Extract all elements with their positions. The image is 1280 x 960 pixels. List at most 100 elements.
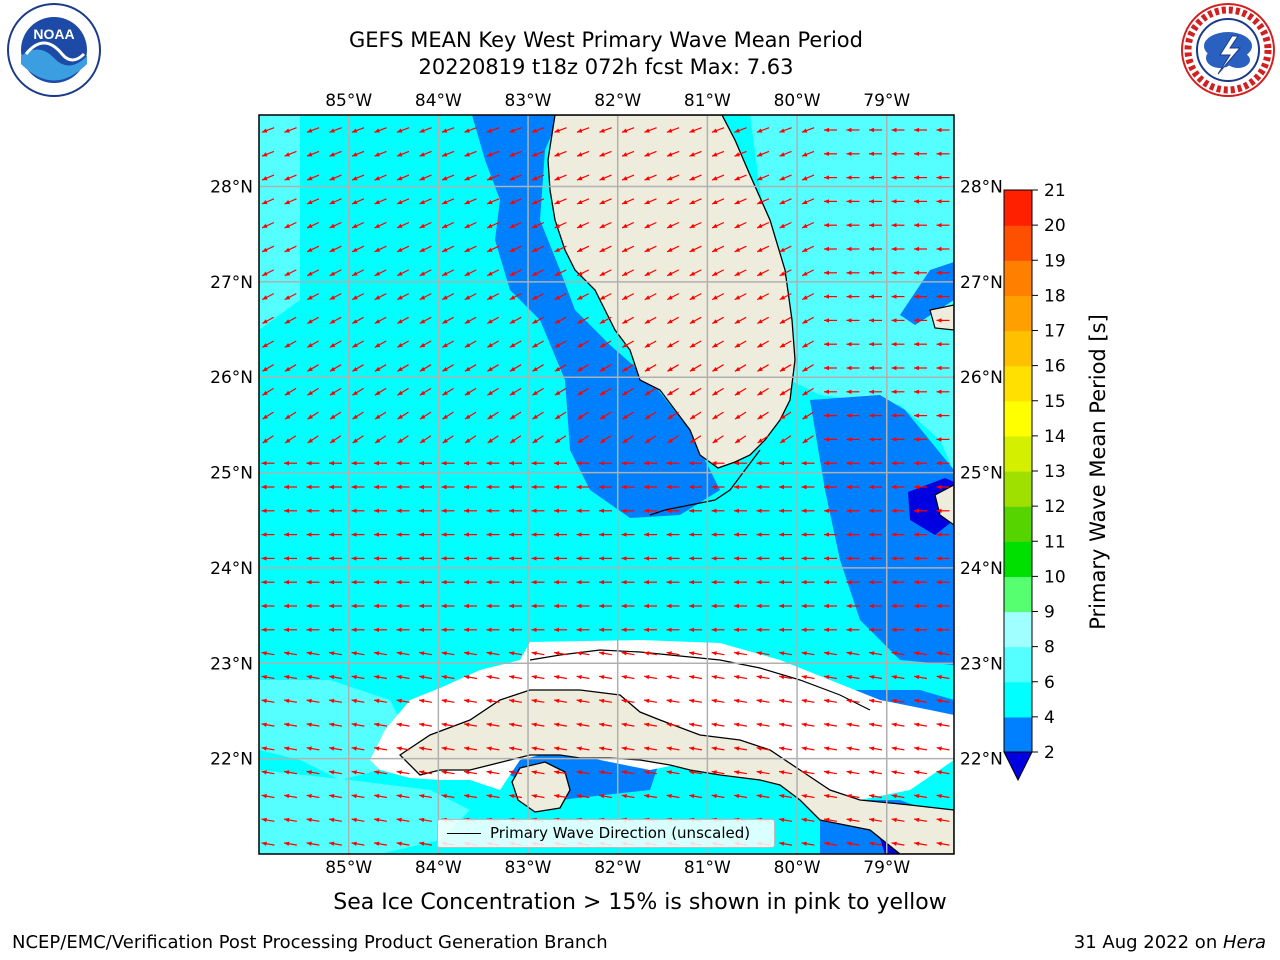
wave-arrow-head (576, 698, 582, 704)
wave-arrow-head (419, 295, 426, 300)
lon-tick-label-top: 81°W (684, 91, 731, 111)
wave-arrow-head (914, 294, 919, 299)
wave-arrow-head (441, 675, 447, 680)
wave-arrow-head (711, 556, 717, 561)
wave-arrow-head (756, 770, 762, 775)
wave-arrow-head (735, 414, 741, 420)
wave-arrow-head (801, 770, 807, 775)
wave-arrow-head (644, 746, 650, 751)
wave-arrow-head (374, 271, 381, 276)
wave-arrow-head (284, 580, 289, 585)
wave-arrow-head (666, 722, 672, 727)
wave-arrow-head (936, 698, 942, 704)
wave-arrow-head (532, 295, 538, 300)
wave-arrow-head (734, 343, 741, 348)
wave-arrow-head (869, 698, 875, 704)
wave-arrow-head (869, 841, 875, 846)
wave-arrow-head (486, 508, 492, 513)
wave-arrow-head (576, 128, 583, 133)
wave-arrow-head (554, 319, 561, 324)
wave-arrow-head (464, 556, 469, 561)
wave-arrow-head (914, 841, 920, 846)
wave-arrow-head (306, 722, 312, 727)
wave-arrow-head (622, 200, 628, 204)
wave-arrow-head (846, 817, 852, 823)
colorbar-segment (1004, 435, 1032, 472)
wave-arrow-head (329, 223, 335, 228)
wave-arrow-head (441, 556, 447, 561)
wave-arrow-head (397, 176, 403, 181)
wave-arrow-head (891, 675, 897, 680)
wave-arrow-head (441, 770, 447, 775)
wave-arrow-head (667, 438, 673, 443)
wave-arrow-head (914, 484, 919, 490)
wave-arrow-head (329, 508, 334, 513)
colorbar-tick-label: 18 (1044, 286, 1066, 306)
wave-arrow-head (801, 746, 807, 751)
wave-arrow-head (666, 532, 672, 537)
wave-arrow-head (936, 127, 942, 133)
wave-arrow-head (666, 675, 672, 680)
colorbar: 2 4 6 8 9 10 11 12 13 14 15 16 17 18 19 20 21 (1003, 181, 1066, 782)
wave-arrow-head (396, 675, 402, 680)
wave-arrow-head (779, 271, 786, 276)
wave-arrow-head (734, 271, 741, 276)
wave-arrow-head (779, 841, 785, 846)
wave-arrow-head (936, 508, 942, 513)
wave-arrow-head (936, 318, 942, 323)
wave-arrow-head (891, 722, 897, 727)
wave-arrow-head (261, 508, 267, 513)
wave-arrow-head (891, 580, 897, 585)
wave-arrow-head (666, 508, 672, 513)
wave-arrow-head (644, 627, 649, 632)
wave-arrow-head (801, 484, 807, 490)
wave-arrow-head (891, 746, 897, 751)
wave-arrow-head (936, 675, 942, 680)
wave-arrow-head (869, 223, 874, 228)
wave-arrow-head (419, 841, 425, 846)
wave-arrow-head (936, 746, 942, 751)
wave-arrow-head (486, 556, 492, 561)
wave-arrow-head (509, 770, 515, 775)
wave-arrow-head (329, 200, 335, 204)
wave-arrow-head (689, 627, 694, 632)
wave-arrow-head (442, 319, 448, 324)
wave-arrow-head (306, 841, 312, 846)
wave-arrow-head (599, 580, 604, 585)
wave-arrow-head (780, 438, 786, 443)
wave-arrow-head (644, 152, 650, 157)
wave-arrow-head (824, 746, 830, 751)
florida-land (547, 115, 796, 469)
wave-arrow-head (846, 365, 852, 371)
wave-arrow-head (756, 532, 762, 537)
wave-arrow-head (599, 508, 604, 513)
wave-arrow-head (711, 532, 717, 537)
wave-arrow-head (351, 508, 357, 513)
wave-arrow-head (622, 295, 628, 300)
wave-arrow-head (734, 319, 741, 324)
wave-arrow-head (666, 698, 672, 704)
wave-arrow-head (307, 223, 313, 228)
wave-arrow-head (666, 580, 672, 585)
wave-arrow-head (442, 176, 448, 181)
wave-arrow-head (689, 556, 694, 561)
wave-arrow-head (419, 556, 424, 561)
wave-arrow-head (329, 675, 335, 680)
wave-arrow-head (284, 247, 291, 252)
wave-arrow-head (735, 438, 741, 443)
colorbar-tick-label: 11 (1044, 532, 1066, 552)
wave-arrow-head (442, 271, 448, 276)
wave-arrow-head (397, 152, 403, 157)
wave-arrow-head (891, 841, 897, 846)
wave-arrow-head (284, 200, 290, 204)
wave-arrow-head (284, 770, 290, 775)
florida-keys (649, 449, 761, 516)
colorbar-segment (1004, 330, 1032, 367)
wave-arrow-head (576, 722, 582, 727)
wave-arrow-head (599, 746, 605, 751)
wave-arrow-head (644, 271, 651, 276)
wave-arrow-head (644, 698, 650, 704)
wave-arrow-head (576, 603, 582, 609)
wave-arrow-head (644, 532, 649, 537)
wave-arrow-head (712, 343, 718, 348)
